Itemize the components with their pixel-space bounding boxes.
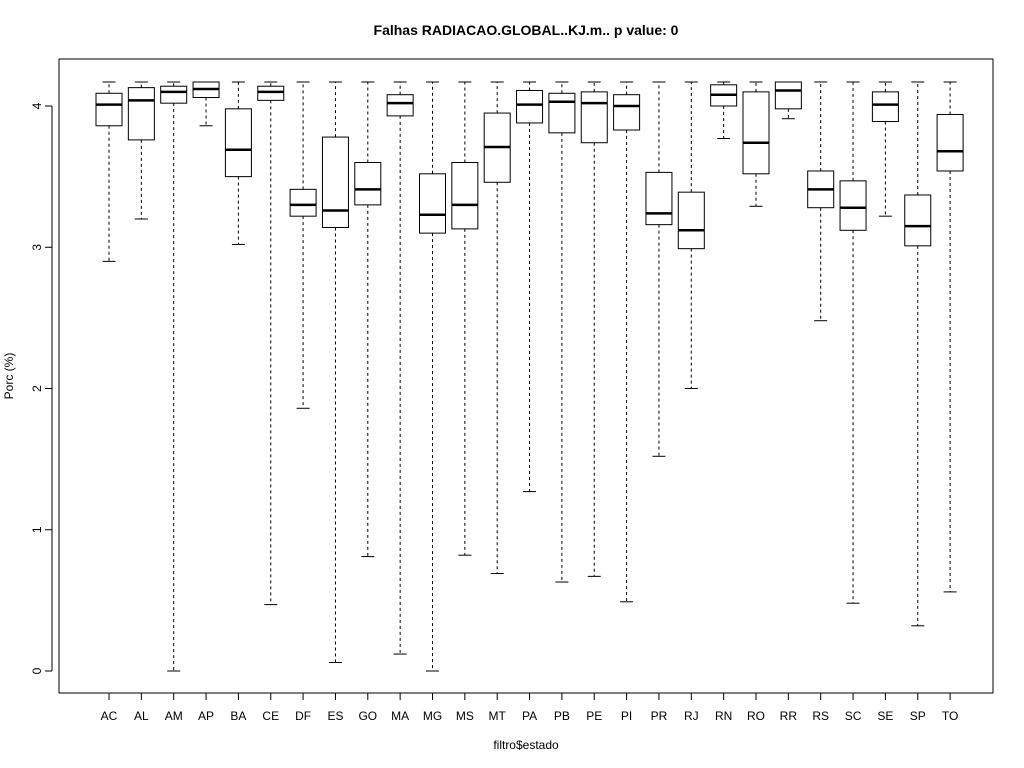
iqr-box [419, 173, 446, 234]
box-AP [192, 81, 220, 127]
x-tick-label: AL [134, 709, 149, 723]
x-tick-label: GO [358, 709, 377, 723]
x-tick-label: BA [230, 709, 246, 723]
box-MT [483, 81, 511, 575]
iqr-box [127, 87, 155, 141]
iqr-box [774, 81, 802, 110]
x-tick-label: SC [845, 709, 862, 723]
y-tick-label: 4 [30, 102, 44, 109]
x-tick-label: AP [198, 709, 214, 723]
x-tick-label: RR [780, 709, 798, 723]
x-tick-label: MS [456, 709, 474, 723]
iqr-box [224, 108, 252, 178]
box-AC [95, 81, 123, 262]
box-MA [386, 81, 414, 655]
iqr-box [95, 92, 123, 127]
iqr-box [354, 162, 382, 206]
x-tick-label: ES [327, 709, 343, 723]
x-tick-label: MG [423, 709, 442, 723]
box-AL [127, 81, 155, 220]
x-tick-label: RO [747, 709, 765, 723]
y-tick-label: 2 [30, 385, 44, 392]
box-TO [936, 81, 964, 593]
box-PR [645, 81, 673, 457]
iqr-box [160, 85, 188, 104]
box-BA [224, 81, 252, 245]
iqr-box [548, 92, 576, 134]
x-tick-label: SP [910, 709, 926, 723]
x-tick-label: AC [101, 709, 118, 723]
iqr-box [451, 162, 479, 230]
box-RJ [677, 81, 705, 389]
iqr-box [839, 180, 867, 231]
x-tick-label: RN [715, 709, 732, 723]
iqr-box [386, 94, 414, 117]
y-tick-label: 3 [30, 244, 44, 251]
x-tick-label: MA [391, 709, 409, 723]
box-PA [516, 81, 544, 493]
box-SP [904, 81, 932, 627]
iqr-box [321, 136, 349, 228]
iqr-box [289, 188, 317, 217]
x-tick-label: DF [295, 709, 311, 723]
iqr-box [936, 113, 964, 172]
iqr-box [580, 91, 608, 144]
box-PI [613, 81, 641, 603]
box-CE [257, 81, 285, 606]
x-tick-label: RJ [684, 709, 699, 723]
box-DF [289, 81, 317, 409]
box-RO [742, 81, 770, 207]
x-axis: AC AL AM AP BA CE DF ES GO MA MG MS MT PA PB PE PI PR RJ RN… [101, 692, 958, 723]
box-RR [774, 81, 802, 120]
iqr-box [645, 171, 673, 226]
boxes-layer [95, 81, 964, 672]
iqr-box [613, 94, 641, 131]
box-RN [710, 81, 738, 139]
box-SC [839, 81, 867, 604]
chart-title: Falhas RADIACAO.GLOBAL..KJ.m.. p value: … [374, 22, 679, 38]
iqr-box [742, 91, 770, 175]
iqr-box [516, 89, 544, 124]
x-tick-label: PA [522, 709, 537, 723]
x-tick-label: PR [651, 709, 668, 723]
x-tick-label: SE [877, 709, 893, 723]
y-axis: 0 1 2 3 4 [30, 102, 53, 674]
iqr-box [677, 191, 705, 250]
iqr-box [257, 85, 285, 101]
x-tick-label: RS [812, 709, 829, 723]
x-axis-label: filtro$estado [493, 738, 559, 752]
iqr-box [871, 91, 899, 123]
iqr-box [904, 194, 932, 247]
box-GO [354, 81, 382, 558]
x-tick-label: PE [586, 709, 602, 723]
box-PB [548, 81, 576, 583]
y-tick-label: 0 [30, 667, 44, 674]
x-tick-label: PI [621, 709, 632, 723]
x-tick-label: PB [554, 709, 570, 723]
box-AM [160, 81, 188, 672]
x-tick-label: TO [942, 709, 958, 723]
box-ES [321, 81, 349, 664]
y-tick-label: 1 [30, 526, 44, 533]
box-MS [451, 81, 479, 556]
y-axis-label: Porc (%) [2, 353, 16, 400]
box-SE [871, 81, 899, 217]
box-MG [419, 81, 446, 672]
x-tick-label: MT [489, 709, 507, 723]
x-tick-label: CE [262, 709, 279, 723]
x-tick-label: AM [165, 709, 183, 723]
box-PE [580, 81, 608, 577]
box-RS [807, 81, 835, 322]
